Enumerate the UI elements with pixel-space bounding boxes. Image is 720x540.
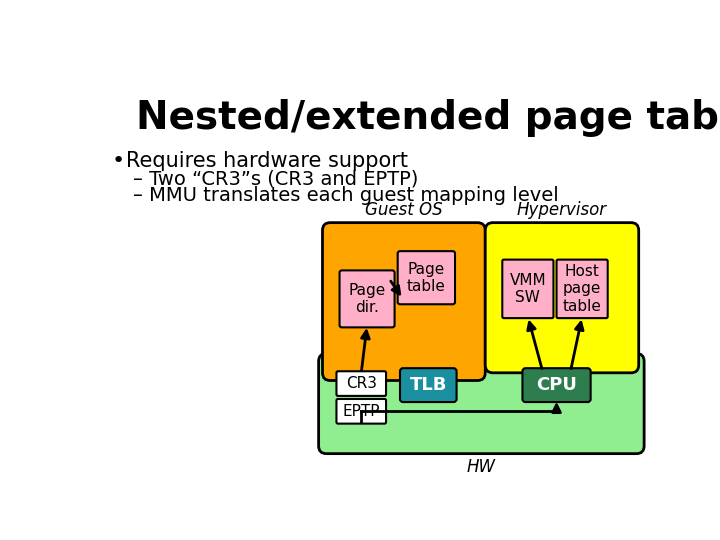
- Text: Hypervisor: Hypervisor: [517, 201, 607, 219]
- FancyBboxPatch shape: [485, 222, 639, 373]
- Text: Nested/extended page tables: Nested/extended page tables: [137, 99, 720, 138]
- Text: VMM
SW: VMM SW: [510, 273, 546, 305]
- FancyBboxPatch shape: [336, 399, 386, 423]
- Text: Page
dir.: Page dir.: [348, 282, 386, 315]
- Text: EPTP: EPTP: [343, 404, 380, 419]
- FancyBboxPatch shape: [323, 222, 485, 381]
- Text: Requires hardware support: Requires hardware support: [126, 151, 408, 171]
- FancyBboxPatch shape: [340, 271, 395, 327]
- Text: CR3: CR3: [346, 376, 377, 391]
- Text: •: •: [112, 151, 125, 171]
- FancyBboxPatch shape: [400, 368, 456, 402]
- FancyBboxPatch shape: [319, 354, 644, 454]
- Text: CPU: CPU: [536, 376, 577, 394]
- Text: – Two “CR3”s (CR3 and EPTP): – Two “CR3”s (CR3 and EPTP): [132, 170, 418, 188]
- FancyBboxPatch shape: [336, 372, 386, 396]
- Text: – MMU translates each guest mapping level: – MMU translates each guest mapping leve…: [132, 186, 559, 205]
- Text: HW: HW: [467, 458, 496, 476]
- Text: Page
table: Page table: [407, 261, 446, 294]
- FancyBboxPatch shape: [503, 260, 554, 318]
- FancyBboxPatch shape: [397, 251, 455, 304]
- FancyBboxPatch shape: [557, 260, 608, 318]
- Text: TLB: TLB: [410, 376, 447, 394]
- Text: Host
page
table: Host page table: [563, 264, 602, 314]
- FancyBboxPatch shape: [523, 368, 590, 402]
- Text: Guest OS: Guest OS: [365, 201, 443, 219]
